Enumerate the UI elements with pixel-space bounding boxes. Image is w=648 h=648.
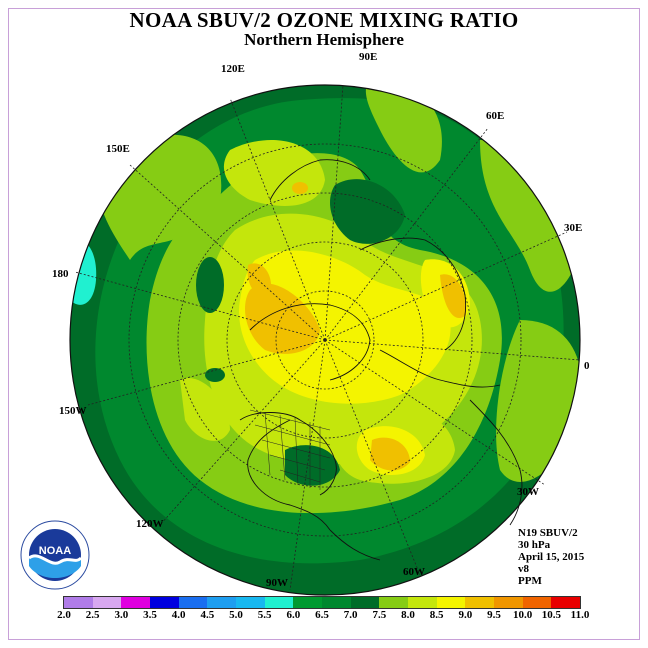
legend-color-15 [493, 597, 523, 608]
legend-color-1 [92, 597, 122, 608]
coastlines [239, 159, 523, 561]
legend-color-4 [178, 597, 208, 608]
info-instrument: N19 SBUV/2 [518, 527, 578, 539]
lon-label-120w: 120W [136, 518, 164, 530]
info-version: v8 [518, 563, 529, 575]
map-title: NOAA SBUV/2 OZONE MIXING RATIO [129, 8, 519, 32]
map-boundary [69, 84, 581, 596]
legend-tick: 2.5 [85, 609, 100, 621]
legend-color-8 [293, 597, 322, 608]
legend-tick: 4.0 [171, 609, 186, 621]
legend-tick: 8.0 [401, 609, 415, 621]
lon-label-60e: 60E [486, 110, 505, 122]
legend-color-0 [64, 597, 93, 608]
legend-color-3 [149, 597, 179, 608]
legend-color-9 [321, 597, 351, 608]
legend-tick: 5.5 [257, 609, 272, 621]
legend-color-2 [121, 597, 150, 608]
color-legend [63, 596, 581, 609]
info-date: April 15, 2015 [518, 551, 585, 563]
legend-color-10 [350, 597, 380, 608]
legend-tick: 8.5 [429, 609, 444, 621]
map-subtitle: Northern Hemisphere [244, 30, 404, 49]
legend-color-5 [207, 597, 236, 608]
lon-label-180: 180 [52, 268, 69, 280]
legend-tick: 6.0 [286, 609, 301, 621]
legend-tick: 10.0 [513, 609, 533, 621]
logo-text: NOAA [39, 545, 71, 557]
legend-tick: 5.0 [229, 609, 243, 621]
legend-tick: 9.5 [487, 609, 501, 621]
latitude-grid [128, 143, 522, 537]
lon-label-90e: 90E [359, 51, 378, 63]
legend-color-16 [522, 597, 552, 608]
legend-tick: 7.5 [372, 609, 387, 621]
legend-tick: 7.0 [343, 609, 358, 621]
legend-tick: 3.0 [114, 609, 129, 621]
legend-color-14 [465, 597, 494, 608]
lon-label-120e: 120E [221, 63, 245, 75]
legend-tick: 9.0 [458, 609, 473, 621]
legend-color-11 [379, 597, 408, 608]
legend-color-7 [264, 597, 294, 608]
legend-tick: 6.5 [315, 609, 329, 621]
noaa-logo: NOAA [20, 520, 90, 590]
lon-label-30e: 30E [564, 222, 583, 234]
info-block: N19 SBUV/2 30 hPa April 15, 2015 v8 PPM [518, 527, 584, 587]
lon-label-150e: 150E [106, 143, 130, 155]
lon-label-0: 0 [584, 360, 590, 372]
legend-color-13 [436, 597, 466, 608]
legend-tick: 3.5 [143, 609, 157, 621]
lon-label-30w: 30W [517, 486, 539, 498]
page-frame [8, 8, 640, 640]
legend-tick: 11.0 [570, 609, 590, 621]
legend-color-17 [551, 597, 580, 608]
legend-tick: 2.0 [57, 609, 71, 621]
info-units: PPM [518, 575, 542, 587]
legend-color-12 [407, 597, 437, 608]
legend-color-6 [235, 597, 265, 608]
lon-label-150w: 150W [59, 405, 87, 417]
lon-label-60w: 60W [403, 566, 425, 578]
us-states [249, 409, 331, 490]
info-level: 30 hPa [518, 539, 551, 551]
legend-tick: 4.5 [200, 609, 215, 621]
lon-label-90w: 90W [266, 577, 288, 589]
meridian-grid [74, 84, 581, 591]
legend-tick: 10.5 [541, 609, 561, 621]
